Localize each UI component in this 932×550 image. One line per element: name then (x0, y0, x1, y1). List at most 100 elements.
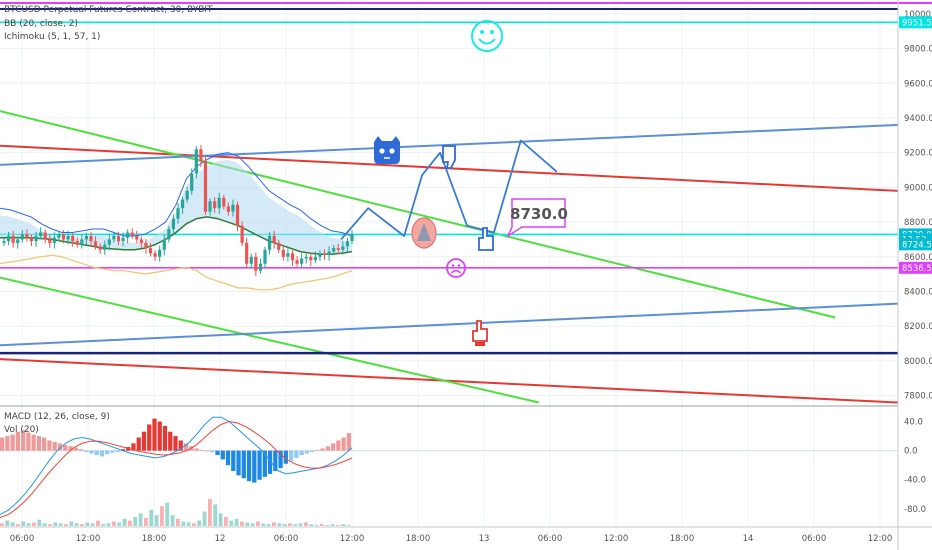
volume-bar (138, 513, 143, 526)
volume-bar (53, 522, 58, 526)
candle-body (103, 244, 107, 250)
candle-body (66, 235, 70, 240)
thumb-down-annotation[interactable] (442, 145, 456, 169)
candle-body (20, 234, 24, 240)
volume-bar (154, 515, 159, 526)
time-axis[interactable]: 06:00 12:00 18:00 12 06:00 12:00 18:00 13 06:00 1… (10, 534, 893, 544)
price-tick-label: 7800.0 (904, 392, 932, 402)
candle-body (6, 235, 11, 242)
price-tag-text: 9951.5 (902, 18, 932, 28)
grid (0, 0, 898, 527)
happy-face-annotation[interactable] (471, 20, 503, 52)
time-tick-label: 12:00 (340, 534, 365, 544)
candle-body (89, 235, 93, 242)
red-pointing-hand-icon (472, 320, 488, 342)
candle-body (322, 253, 327, 256)
candle-body (190, 173, 194, 191)
candles (2, 145, 354, 277)
volume-bar (170, 515, 175, 526)
candle-body (185, 190, 189, 200)
price-tick-label: 10000.0 (904, 10, 932, 20)
rocket-annotation[interactable] (411, 217, 437, 249)
candle-body (144, 242, 148, 249)
price-tick-label: 8000.0 (904, 357, 932, 367)
macd-histogram-bar (273, 450, 278, 471)
macd-panel (0, 416, 898, 518)
volume-bar (5, 520, 10, 526)
volume-bar (58, 523, 63, 526)
macd-histogram-bar (267, 450, 273, 474)
rocket-body (417, 223, 431, 241)
price-tick-label: 8600.0 (904, 253, 932, 263)
time-tick-label: 12:00 (868, 534, 893, 544)
volume-bar (96, 520, 100, 526)
price-axis[interactable]: 10000.0 9800.0 9600.0 9400.0 9200.0 9000.0 880… (904, 10, 932, 402)
volume-bar (181, 521, 186, 526)
candle-body (295, 260, 299, 264)
volume-bar (117, 522, 122, 526)
candle-body (336, 248, 340, 250)
volume-bar (90, 523, 95, 526)
volume-bar (224, 517, 228, 526)
volume-bar (293, 524, 298, 526)
volume-bar (309, 524, 314, 526)
macd-histogram-bar (162, 425, 168, 451)
candle-body (153, 253, 157, 257)
candle-body (148, 248, 153, 254)
sad-face-annotation[interactable] (446, 258, 466, 278)
volume-bar (234, 518, 239, 526)
macd-tick-label: -80.0 (904, 505, 926, 515)
price-tick-label: 9000.0 (904, 183, 932, 193)
candle-body (345, 241, 350, 247)
volume-bar (288, 523, 292, 526)
candle-body (318, 253, 322, 257)
red-hand-annotation[interactable] (472, 320, 488, 346)
volume-bar (128, 520, 132, 526)
time-tick-label: 12 (215, 534, 226, 544)
bb-lower-line (0, 254, 353, 291)
macd-histogram-bar (42, 437, 47, 451)
volume-bar (320, 524, 324, 526)
trendline-blue-lower (0, 302, 899, 347)
macd-histogram-bar (105, 450, 110, 455)
macd-histogram-bar (57, 443, 63, 451)
time-tick-label: 12:00 (76, 534, 101, 544)
cat-icon-annotation[interactable] (374, 136, 400, 164)
macd-axis: 40.0 0.0 -40.0 -80.0 (904, 418, 926, 515)
candle-body (235, 204, 240, 226)
volume-bar (272, 522, 276, 526)
time-tick-label: 06:00 (10, 534, 35, 544)
happy-face-mouth (478, 38, 496, 45)
macd-histogram-bar (136, 437, 141, 451)
volume-bar (149, 509, 154, 526)
macd-histogram-bar (47, 440, 52, 451)
price-callout-box (506, 198, 566, 238)
macd-histogram-bar (204, 450, 210, 452)
happy-face-eye (490, 30, 494, 34)
candle-body (80, 239, 84, 245)
volume-bar (176, 518, 180, 526)
candle-body (249, 256, 253, 264)
hand-up-annotation[interactable] (478, 227, 494, 251)
volume-bar (21, 521, 26, 526)
volume-bar (85, 522, 90, 526)
macd-histogram-bar (246, 450, 252, 482)
macd-histogram-bar (131, 443, 136, 451)
time-tick-label: 12:00 (604, 534, 629, 544)
symbol-label: BTCUSD Perpetual Futures Contract, 30, B… (4, 5, 213, 15)
price-callout[interactable]: 8730.0 (506, 198, 568, 238)
candle-body (304, 256, 308, 259)
candle-body (43, 232, 47, 240)
candle-body (281, 249, 285, 257)
volume-bar (165, 502, 170, 526)
macd-histogram-bar (168, 431, 173, 451)
candle-body (39, 232, 43, 236)
volume-bar (186, 522, 191, 526)
volume-bar (266, 524, 271, 526)
time-tick-label: 06:00 (274, 534, 299, 544)
happy-face-icon (471, 20, 503, 52)
volume-bar (213, 504, 218, 526)
macd-histogram-bar (10, 434, 15, 451)
candle-body (84, 235, 89, 240)
